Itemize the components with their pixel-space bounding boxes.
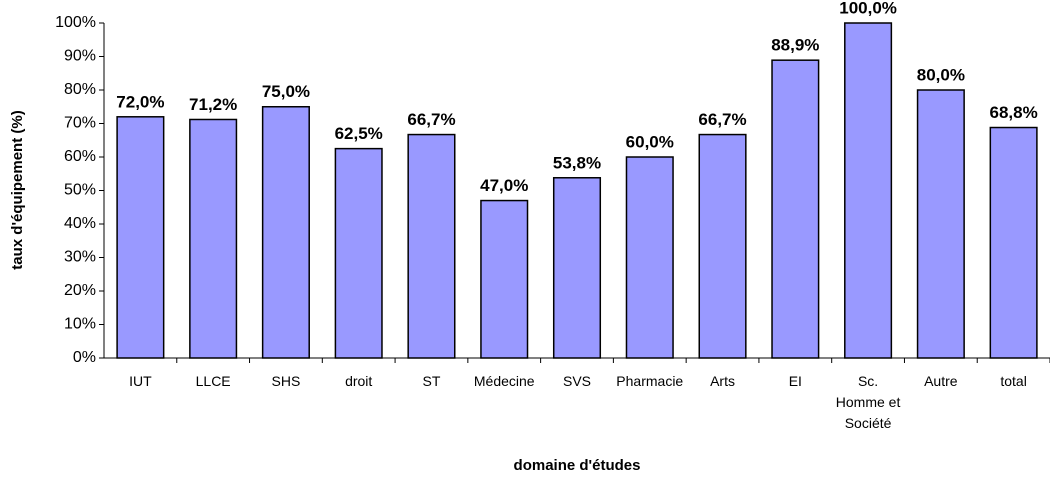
x-tick-text: Pharmacie: [616, 373, 684, 389]
value-label: 71,2%: [189, 95, 237, 114]
x-tick-label: droit: [325, 371, 392, 392]
x-tick-label: LLCE: [180, 371, 247, 392]
bar: [480, 199, 529, 359]
y-axis-title: taux d'équipement (%): [9, 110, 26, 269]
y-tick-label: 60%: [64, 148, 96, 165]
x-tick-text: SVS: [562, 373, 591, 389]
x-tick-label: EI: [762, 371, 829, 392]
x-tick-label: Sc. Homme et Société: [835, 371, 902, 434]
x-tick-label: total: [980, 371, 1047, 392]
x-axis-title: domaine d'études: [514, 457, 641, 474]
bar: [334, 147, 383, 359]
x-tick-text: EI: [788, 373, 802, 389]
value-label: 88,9%: [771, 36, 819, 55]
y-tick-label: 0%: [73, 349, 96, 366]
value-label: 66,7%: [407, 110, 455, 129]
y-tick-label: 20%: [64, 282, 96, 299]
bar: [189, 118, 238, 359]
y-tick-label: 80%: [64, 81, 96, 98]
y-tick-label: 30%: [64, 249, 96, 266]
value-label: 68,8%: [990, 103, 1038, 122]
x-tick-text: LLCE: [195, 373, 231, 389]
y-tick-label: 90%: [64, 48, 96, 65]
x-tick-label: SHS: [253, 371, 320, 392]
bar: [698, 133, 747, 359]
x-tick-text: droit: [345, 373, 373, 389]
value-label: 100,0%: [839, 0, 897, 17]
y-tick-label: 40%: [64, 215, 96, 232]
x-tick-text: IUT: [129, 373, 152, 389]
bar: [261, 106, 310, 359]
y-tick-label: 50%: [64, 182, 96, 199]
x-tick-text: Arts: [710, 373, 735, 389]
x-tick-label: Autre: [907, 371, 974, 392]
x-tick-label: Arts: [689, 371, 756, 392]
x-tick-text: Autre: [924, 373, 958, 389]
x-tick-label: IUT: [107, 371, 174, 392]
bar: [552, 177, 602, 359]
x-tick-text: Sc. Homme et Société: [835, 373, 901, 431]
bar: [844, 22, 893, 359]
x-tick-text: SHS: [271, 373, 301, 389]
value-label: 47,0%: [480, 176, 528, 195]
bar: [625, 156, 674, 359]
x-tick-label: SVS: [544, 371, 611, 392]
value-label: 75,0%: [262, 82, 310, 101]
bar: [771, 59, 820, 359]
x-tick-label: Médecine: [471, 371, 538, 392]
x-tick-text: total: [1000, 373, 1027, 389]
bar: [407, 133, 456, 359]
bar: [916, 89, 965, 359]
x-tick-label: ST: [398, 371, 465, 392]
value-label: 60,0%: [626, 132, 674, 151]
y-tick-label: 100%: [55, 14, 96, 31]
value-label: 66,7%: [698, 110, 746, 129]
x-tick-text: Médecine: [473, 373, 535, 389]
x-tick-text: ST: [422, 373, 441, 389]
value-label: 53,8%: [553, 153, 601, 172]
value-label: 72,0%: [116, 92, 164, 111]
y-tick-label: 70%: [64, 115, 96, 132]
value-label: 62,5%: [335, 124, 383, 143]
y-tick-label: 10%: [64, 316, 96, 333]
value-label: 80,0%: [917, 65, 965, 84]
x-tick-label: Pharmacie: [616, 371, 683, 392]
bar: [116, 116, 165, 359]
bar: [989, 126, 1038, 359]
